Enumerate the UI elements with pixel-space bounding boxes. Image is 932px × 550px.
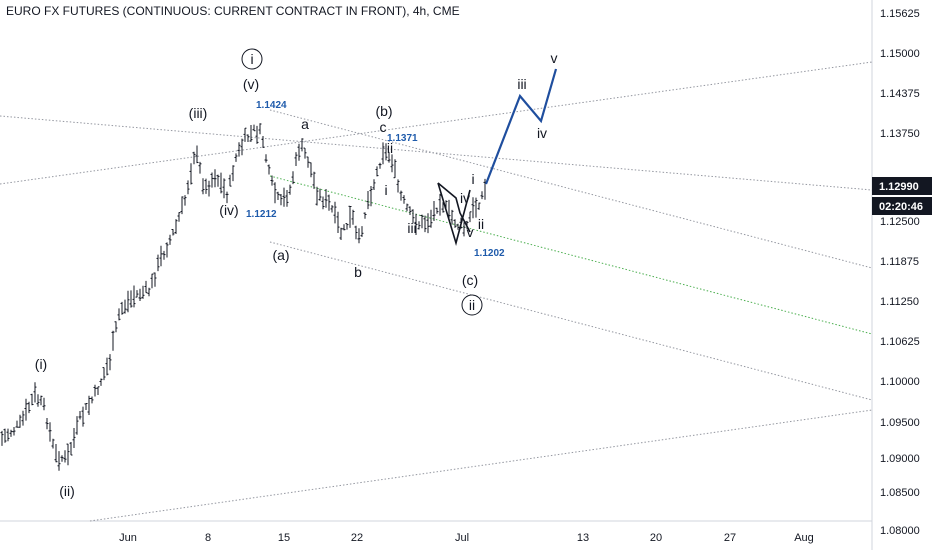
y-tick-label: 1.13750 (880, 128, 920, 140)
wave-label-iii-major: (iii) (189, 105, 208, 121)
circled-wave-ii-marker (461, 294, 483, 316)
x-tick-label: 15 (278, 532, 290, 544)
wave-label-iii-minor: iii (407, 220, 416, 236)
y-tick-label: 1.15000 (880, 48, 920, 60)
time-axis[interactable]: Jun 8 15 22 Jul 13 20 27 Aug (119, 532, 814, 544)
y-tick-label: 1.15625 (880, 8, 920, 20)
price-axis[interactable]: 1.15625 1.15000 1.14375 1.13750 1.12500 … (880, 8, 920, 537)
wave-label-ii-minor: ii (387, 140, 393, 156)
countdown-badge: 02:20:46 (872, 197, 932, 215)
current-price-value: 1.12990 (879, 181, 919, 193)
candles (0, 123, 487, 471)
wave-label-i-minor: i (384, 182, 387, 198)
x-tick-label: Jul (455, 532, 469, 544)
x-tick-label: 22 (351, 532, 363, 544)
wave-label-iv-minor: iv (460, 190, 470, 206)
triangle-pattern (437, 182, 471, 246)
y-tick-label: 1.12500 (880, 216, 920, 228)
wave-label-c-paren: (c) (462, 272, 478, 288)
channel-line-top (269, 109, 873, 269)
y-tick-label: 1.10625 (880, 336, 920, 348)
wave-label-circled-i: i (250, 51, 253, 67)
y-tick-label: 1.09500 (880, 417, 920, 429)
chart-title: EURO FX FUTURES (CONTINUOUS: CURRENT CON… (6, 4, 460, 18)
trend-lines (0, 61, 873, 522)
wave-label-ii-new: ii (478, 216, 484, 232)
price-annotation-c-low: 1.1202 (474, 248, 505, 259)
x-tick-label: 8 (205, 532, 211, 544)
wave-label-i-major: (i) (35, 356, 47, 372)
y-tick-label: 1.11250 (880, 296, 919, 308)
current-price-badge: 1.12990 (872, 177, 932, 195)
y-tick-label: 1.08500 (880, 487, 920, 499)
countdown-value: 02:20:46 (879, 201, 923, 213)
wave-label-c: c (380, 119, 387, 135)
x-tick-label: 20 (650, 532, 662, 544)
x-tick-label: 27 (724, 532, 736, 544)
y-tick-label: 1.08000 (880, 525, 920, 537)
wave-label-a-paren: (a) (272, 247, 289, 263)
projection-label-iii: iii (517, 76, 526, 92)
price-annotation-high: 1.1424 (256, 100, 287, 111)
wave-label-ii-major: (ii) (59, 483, 75, 499)
channel-line-middle (269, 175, 873, 335)
wave-label-v-major: (v) (243, 76, 259, 92)
y-tick-label: 1.09000 (880, 453, 920, 465)
wave-label-circled-ii: ii (469, 297, 475, 313)
projection-label-iv: iv (537, 125, 547, 141)
channel-line-bottom (269, 241, 873, 401)
y-tick-label: 1.14375 (880, 88, 920, 100)
wave-labels: i (v) (iii) (iv) (i) (ii) a (a) b (b) c … (35, 48, 558, 499)
trend-line-lower (89, 409, 873, 522)
wave-label-v-minor: v (467, 224, 474, 240)
x-tick-label: Aug (794, 532, 814, 544)
circled-wave-i-marker (241, 48, 263, 70)
x-tick-label: 13 (577, 532, 589, 544)
wave-label-i-new: i (471, 171, 474, 187)
trend-line-upper-support (0, 61, 873, 185)
y-tick-label: 1.11875 (880, 256, 919, 268)
price-annotation-b-high: 1.1371 (387, 133, 418, 144)
wave-projection-path (484, 68, 558, 185)
price-annotations: 1.1424 1.1371 1.1212 1.1202 (246, 100, 505, 259)
wave-label-a: a (301, 116, 309, 132)
wave-label-b: b (354, 264, 362, 280)
wave-label-iv-major: (iv) (219, 202, 238, 218)
wave-label-b-paren: (b) (375, 103, 392, 119)
x-tick-label: Jun (119, 532, 137, 544)
y-tick-label: 1.10000 (880, 376, 920, 388)
projection-label-v: v (551, 50, 558, 66)
trend-line-upper-resistance (0, 115, 873, 191)
price-annotation-a-low: 1.1212 (246, 209, 277, 220)
